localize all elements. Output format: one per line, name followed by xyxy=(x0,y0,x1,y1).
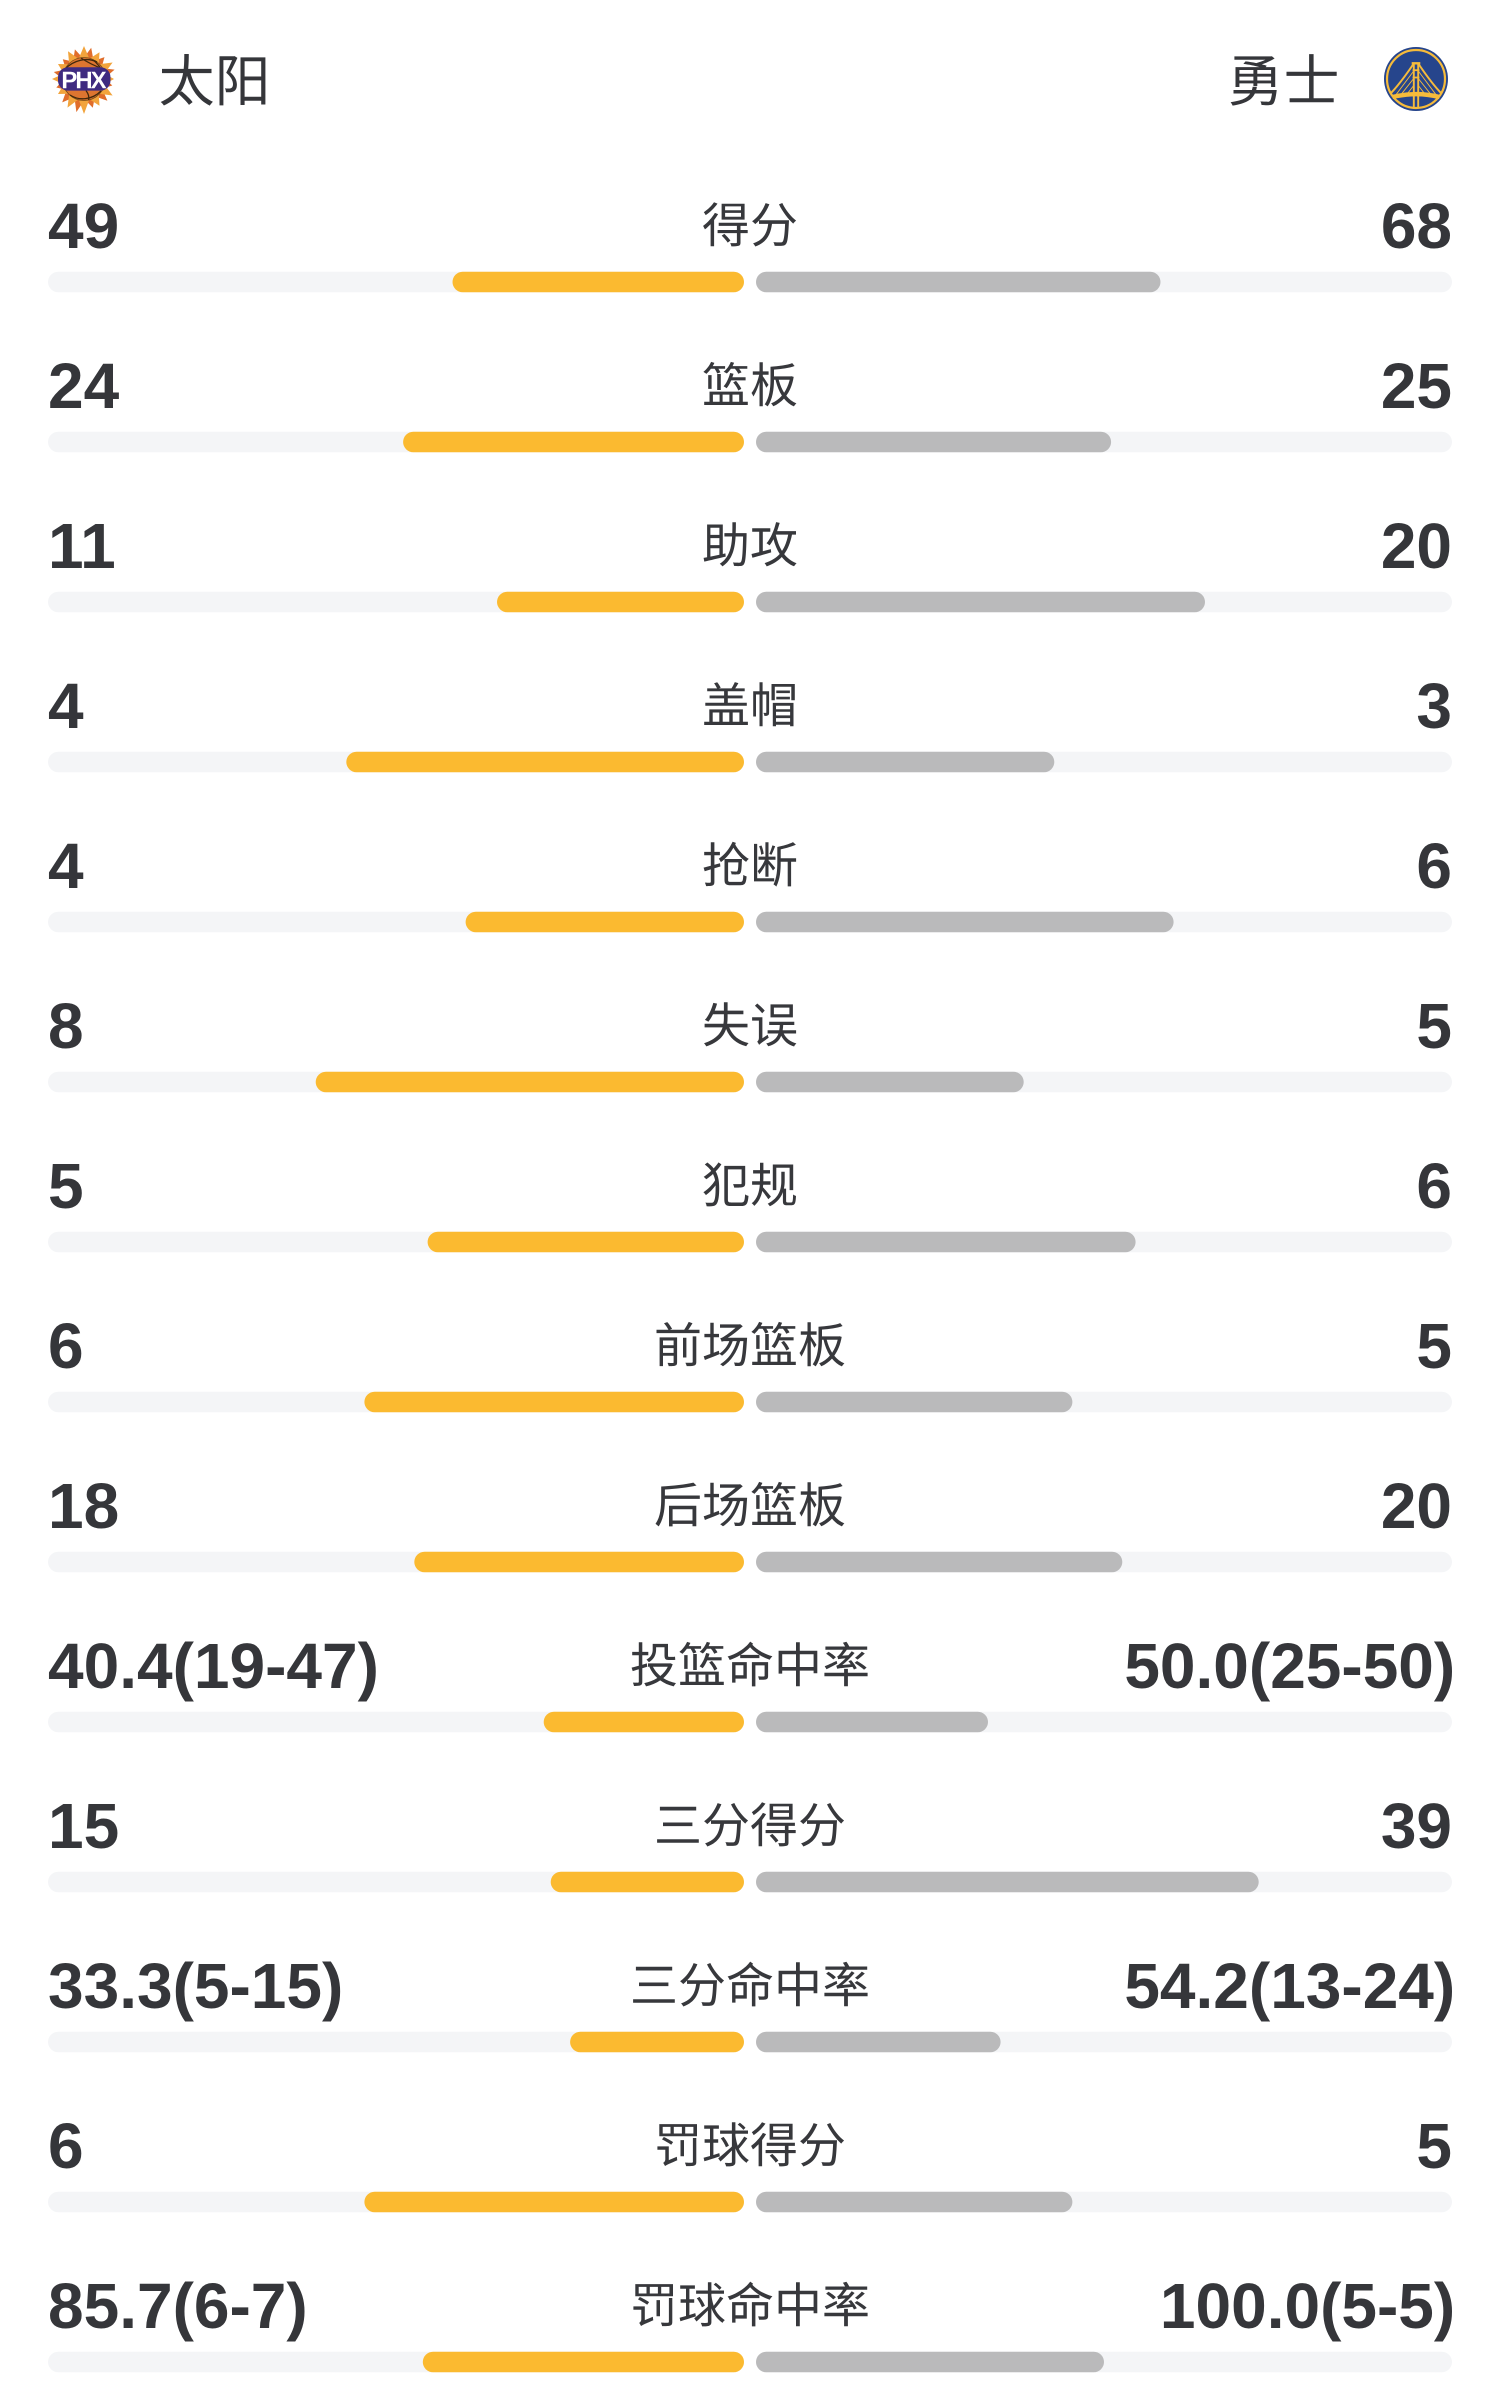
svg-text:68: 68 xyxy=(1381,190,1452,262)
svg-text:6: 6 xyxy=(48,1310,84,1382)
svg-text:3: 3 xyxy=(1416,670,1452,742)
svg-text:49: 49 xyxy=(48,190,119,262)
svg-text:4: 4 xyxy=(48,670,84,742)
svg-text:5: 5 xyxy=(1416,1310,1452,1382)
svg-text:4: 4 xyxy=(48,830,84,902)
svg-text:33.3(5-15): 33.3(5-15) xyxy=(48,1950,343,2022)
svg-text:20: 20 xyxy=(1381,510,1452,582)
svg-text:50.0(25-50): 50.0(25-50) xyxy=(1124,1630,1455,1702)
svg-text:11: 11 xyxy=(48,510,116,582)
svg-text:20: 20 xyxy=(1381,1470,1452,1542)
svg-text:5: 5 xyxy=(1416,2110,1452,2182)
svg-text:85.7(6-7): 85.7(6-7) xyxy=(48,2270,308,2342)
svg-text:18: 18 xyxy=(48,1470,119,1542)
svg-text:40.4(19-47): 40.4(19-47) xyxy=(48,1630,379,1702)
svg-text:24: 24 xyxy=(48,350,120,422)
svg-text:39: 39 xyxy=(1381,1790,1452,1862)
svg-text:54.2(13-24): 54.2(13-24) xyxy=(1124,1950,1455,2022)
svg-text:6: 6 xyxy=(1416,830,1452,902)
svg-text:8: 8 xyxy=(48,990,84,1062)
svg-text:100.0(5-5): 100.0(5-5) xyxy=(1160,2270,1455,2342)
svg-text:6: 6 xyxy=(48,2110,84,2182)
svg-text:5: 5 xyxy=(1416,990,1452,1062)
svg-text:5: 5 xyxy=(48,1150,84,1222)
svg-text:25: 25 xyxy=(1381,350,1452,422)
svg-text:6: 6 xyxy=(1416,1150,1452,1222)
svg-text:15: 15 xyxy=(48,1790,119,1862)
